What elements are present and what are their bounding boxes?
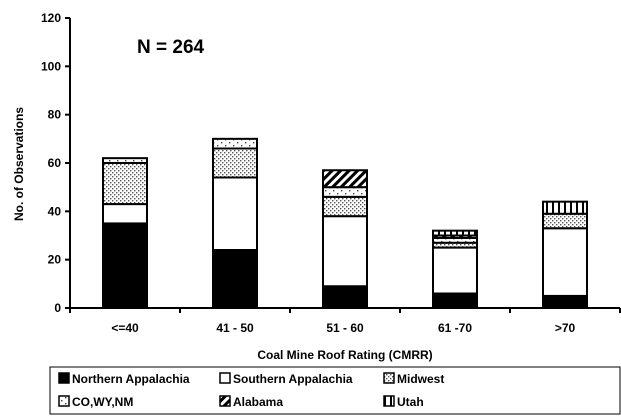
bar-segment [212,137,258,150]
bar-segment [322,215,368,288]
x-tick-label: 61 -70 [438,321,472,335]
y-tick-label: 20 [48,253,62,267]
y-tick-label: 60 [48,156,62,170]
legend-box [49,366,621,415]
x-axis-title: Coal Mine Roof Rating (CMRR) [257,348,432,362]
legend-label: Midwest [397,372,444,386]
bar-segment [432,292,478,309]
legend-label: Northern Appalachia [72,372,190,386]
legend-label: Southern Appalachia [233,372,353,386]
legend-swatch [383,395,395,407]
y-tick-label: 120 [41,11,61,25]
bar-segment [212,176,258,251]
bar-segment [102,203,148,225]
bar-segment [542,294,588,309]
legend-swatch [58,372,70,384]
bar-segment [322,169,368,189]
bar-segment [322,285,368,309]
bar-segment [542,227,588,297]
bar-segment [102,222,148,310]
y-tick-label: 0 [54,301,61,315]
bar-segment [542,200,588,215]
legend-label: Utah [397,395,424,409]
bar-segment [212,147,258,179]
chart-annotation: N = 264 [137,37,205,58]
legend-swatch [383,372,395,384]
y-tick-label: 80 [48,108,62,122]
bar-segment [432,246,478,295]
x-tick-label: 41 - 50 [216,321,254,335]
y-tick-label: 40 [48,204,62,218]
legend-swatch [58,395,70,407]
x-tick-label: >70 [555,321,576,335]
legend-label: Alabama [233,395,283,409]
legend: Northern Appalachia Southern Appalachia Mi… [49,366,621,415]
x-tick-label: 51 - 60 [326,321,364,335]
legend-swatch [219,372,231,384]
y-tick-label: 100 [41,59,61,73]
legend-swatch [219,395,231,407]
bar-segment [102,162,148,206]
legend-label: CO,WY,NM [72,395,133,409]
x-tick-label: <=40 [111,321,139,335]
bar-segment [322,186,368,198]
bar-segment [322,195,368,218]
bar-segment [432,229,478,237]
y-axis-title: No. of Observations [12,107,26,221]
bar-segment [542,212,588,230]
plot-area: 0 20 40 60 80 100 120 <=40 41 - 50 51 - 60 61 -70 >… [41,11,621,335]
bar-segment [102,157,148,165]
bar-segment [212,249,258,309]
